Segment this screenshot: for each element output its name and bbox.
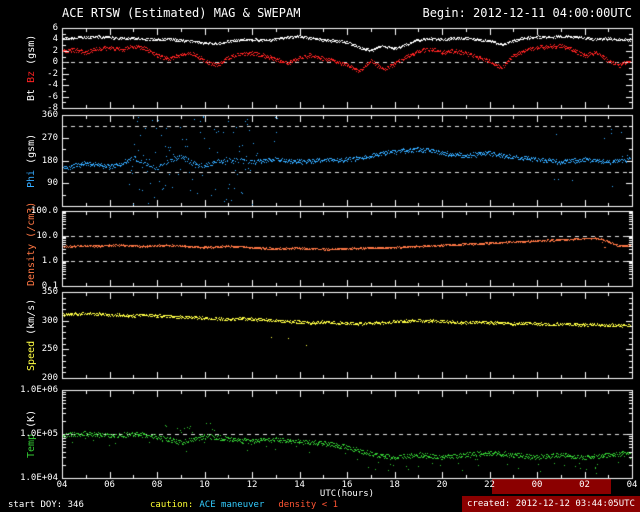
start-doy-label: start DOY: 346 [8, 500, 84, 510]
ylabel-temp: Temp (K) [25, 390, 39, 478]
ylabel-mag: Bt Bz (gsm) [25, 28, 39, 108]
ylabel-temp-unit: (K) [26, 409, 37, 428]
ylabel-speed: Speed (km/s) [25, 292, 39, 378]
caution-note: caution: ACE maneuver density < 1 [150, 500, 338, 510]
ylabel-phi: Phi (gsm) [25, 115, 39, 206]
ylabel-density-unit: (/cm3) [26, 201, 37, 238]
ylabel-density: Density (/cm3) [25, 202, 39, 286]
ylabel-bz: Bz [26, 71, 37, 84]
ylabel-bt: Bt [26, 89, 37, 102]
ylabel-phi-unit: (gsm) [26, 133, 37, 164]
ylabel-mag-unit: (gsm) [26, 34, 37, 65]
ylabel-speed-name: Speed [26, 341, 37, 372]
ace-maneuver-label: ACE maneuver [199, 500, 265, 510]
created-box: created: 2012-12-12 03:44:05UTC [462, 496, 640, 512]
ylabel-speed-unit: (km/s) [26, 298, 37, 335]
ylabel-phi-name: Phi [26, 169, 37, 188]
x-axis-label: UTC(hours) [319, 489, 375, 499]
plot-title: ACE RTSW (Estimated) MAG & SWEPAM [62, 6, 301, 20]
begin-timestamp: Begin: 2012-12-11 04:00:00UTC [422, 6, 632, 20]
ylabel-temp-name: Temp [26, 434, 37, 459]
ylabel-density-name: Density [26, 243, 37, 286]
density-warning-label: density < 1 [278, 500, 338, 510]
caution-label: caution: [150, 500, 194, 510]
created-timestamp: created: 2012-12-12 03:44:05UTC [467, 499, 635, 509]
